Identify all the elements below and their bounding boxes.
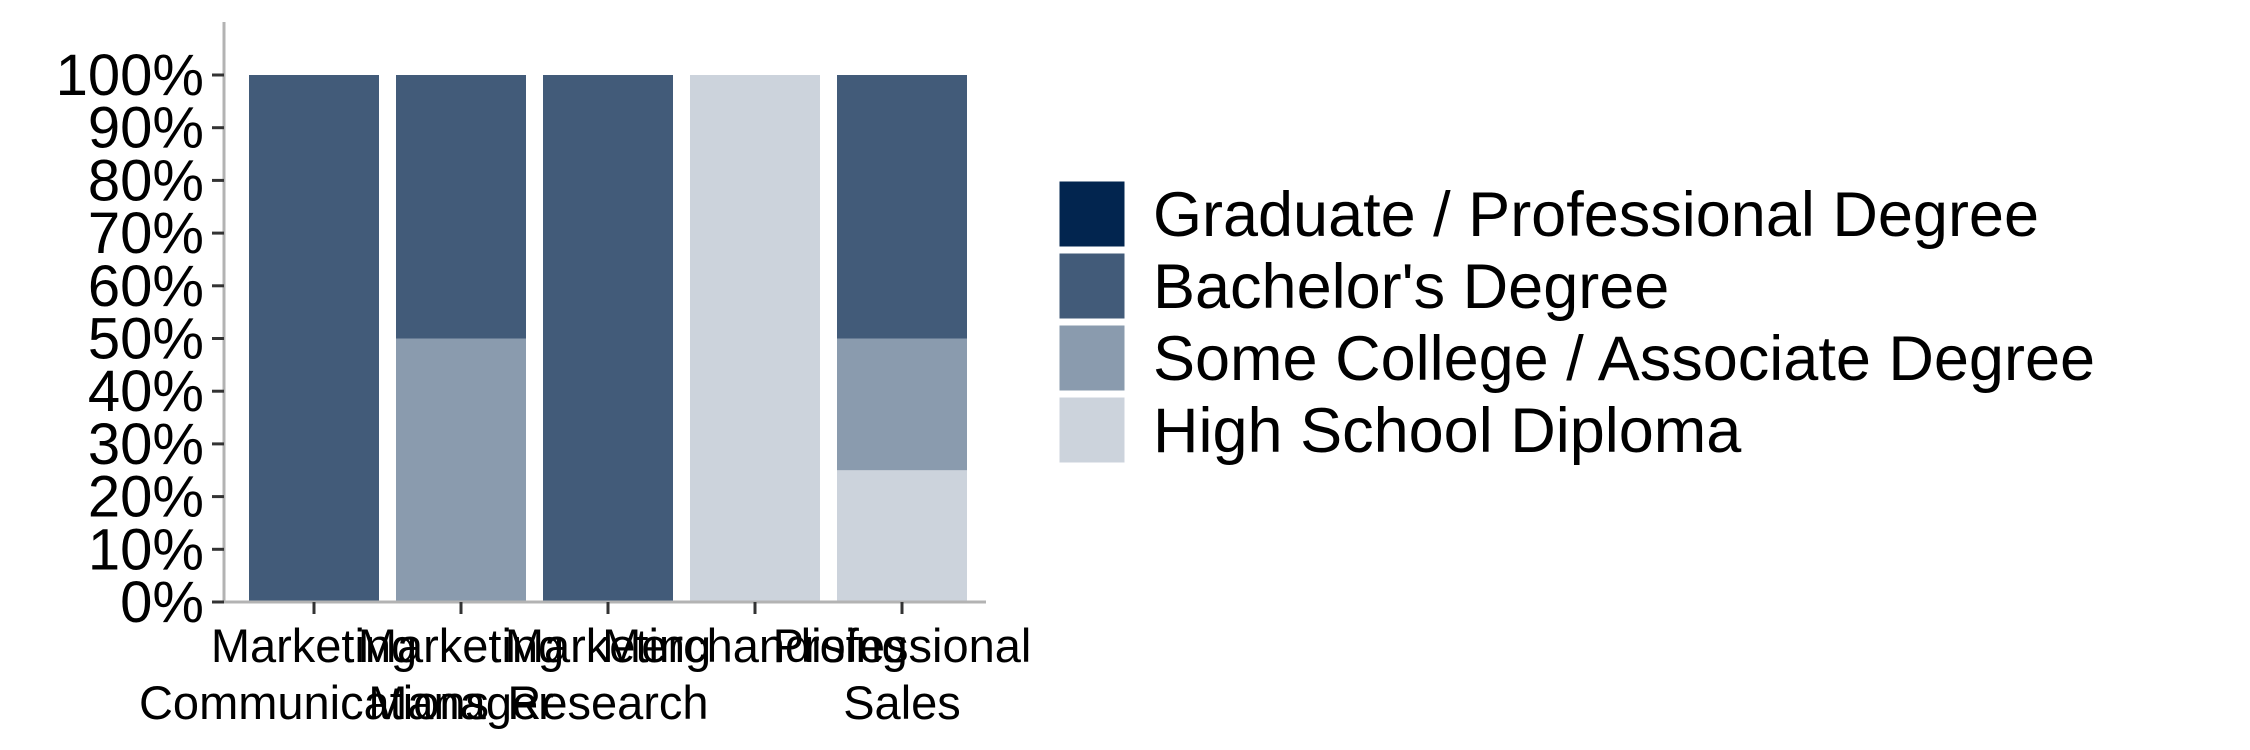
- x-category-label: Sales: [843, 676, 961, 729]
- x-category-label: Manager: [368, 676, 554, 729]
- y-tick-label: 90%: [88, 96, 204, 161]
- bar-segment: [249, 75, 379, 602]
- plot-area: 0%10%20%30%40%50%60%70%80%90%100% Market…: [56, 22, 1031, 729]
- y-tick-label: 30%: [88, 412, 204, 477]
- bar-segment: [396, 75, 526, 339]
- y-tick-label: 80%: [88, 148, 204, 213]
- bar-segment: [396, 338, 526, 602]
- x-category-label: Research: [507, 676, 708, 729]
- y-tick-label: 70%: [88, 201, 204, 266]
- legend-swatch: [1056, 178, 1128, 250]
- legend-swatch: [1056, 322, 1128, 394]
- y-tick-label: 100%: [56, 43, 204, 108]
- x-axis-ticks: MarketingCommunicationsMarketingManagerM…: [139, 602, 1031, 729]
- y-axis-ticks: 0%10%20%30%40%50%60%70%80%90%100%: [56, 43, 224, 635]
- legend-swatch: [1056, 250, 1128, 322]
- x-category-label: Communications: [139, 676, 489, 729]
- bar-segment: [543, 75, 673, 602]
- legend-label: Graduate / Professional Degree: [1153, 180, 2039, 250]
- bar-segment: [837, 75, 967, 339]
- bar-segment: [837, 338, 967, 471]
- y-tick-label: 60%: [88, 254, 204, 319]
- y-tick-label: 0%: [120, 570, 204, 635]
- legend-label: Some College / Associate Degree: [1153, 324, 2095, 394]
- y-tick-label: 50%: [88, 307, 204, 372]
- bar-segment: [837, 470, 967, 602]
- bar-segment: [690, 75, 820, 602]
- x-category-label: Marketing: [505, 619, 711, 672]
- legend-swatch: [1056, 394, 1128, 466]
- legend-label: Bachelor's Degree: [1153, 252, 1669, 322]
- x-category-label: Merchandising: [602, 619, 908, 672]
- legend-label: High School Diploma: [1153, 396, 1742, 466]
- x-category-label: Marketing: [358, 619, 564, 672]
- legend: Graduate / Professional DegreeBachelor's…: [1056, 178, 2095, 466]
- bars: [249, 75, 967, 602]
- x-category-label: Professional: [773, 619, 1032, 672]
- y-tick-label: 10%: [88, 517, 204, 582]
- y-tick-label: 40%: [88, 359, 204, 424]
- y-tick-label: 20%: [88, 465, 204, 530]
- x-category-label: Marketing: [211, 619, 417, 672]
